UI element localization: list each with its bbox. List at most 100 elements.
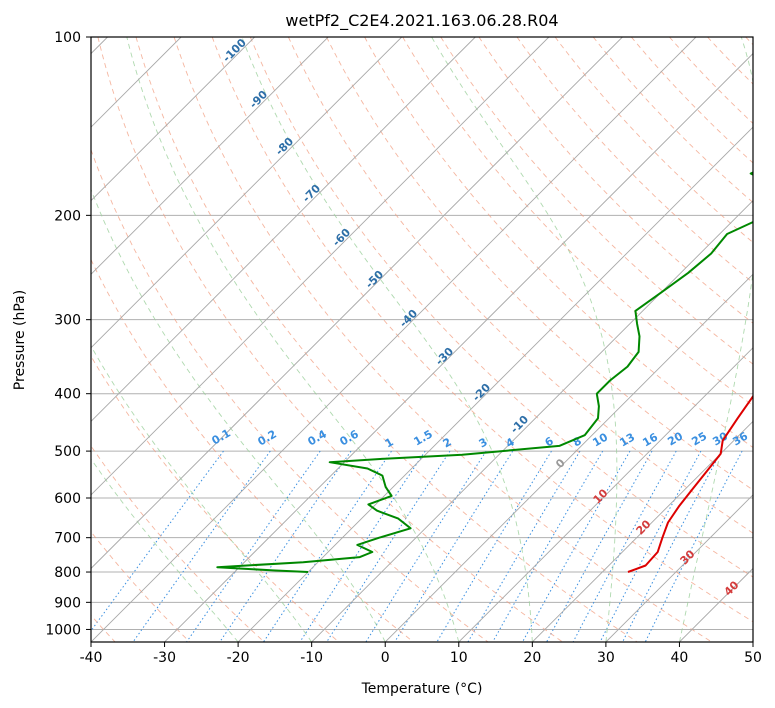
- profile-series: [216, 171, 753, 573]
- y-tick-label: 900: [54, 595, 81, 611]
- moist-adiabat-label: 0: [553, 456, 568, 471]
- mixing-ratio-line: [186, 450, 321, 642]
- dry-adiabat-line: [211, 37, 753, 623]
- x-tick-label: 10: [450, 650, 468, 666]
- isotherm-line: [384, 273, 753, 642]
- dry-adiabat-label: -100: [220, 36, 249, 65]
- dry-adiabat-label: -40: [397, 307, 420, 330]
- isotherm-line: [237, 126, 753, 642]
- isotherm-line: [91, 37, 623, 570]
- dry-adiabat-line: [440, 37, 753, 365]
- dry-adiabat-line: [91, 148, 489, 642]
- mixing-ratio-label: 36: [730, 429, 750, 448]
- x-tick-label: 40: [671, 650, 689, 666]
- mixing-ratio-line: [572, 450, 677, 642]
- x-tick-label: 20: [523, 650, 541, 666]
- mixing-ratio-label: 13: [617, 431, 637, 450]
- isotherm-line: [679, 567, 753, 642]
- dry-adiabat-line: [745, 37, 753, 46]
- moist-adiabat-line: [431, 37, 618, 642]
- dry-adiabat-label: -50: [363, 268, 386, 291]
- y-tick-label: 600: [54, 491, 81, 507]
- dry-adiabat-line: [592, 37, 753, 204]
- mixing-ratio-line: [622, 450, 722, 642]
- mixing-ratio-line: [365, 450, 487, 642]
- y-tick-label: 1000: [45, 622, 81, 638]
- x-axis-label: Temperature (°C): [361, 681, 483, 697]
- plot-frame: [90, 36, 754, 643]
- dry-adiabat-label: -20: [470, 381, 493, 404]
- x-tick-label: -10: [300, 650, 323, 666]
- dry-adiabat-line: [91, 355, 340, 642]
- x-tick-label: 30: [597, 650, 615, 666]
- dewpoint-profile-line: [216, 171, 753, 573]
- mixing-ratio-line: [467, 450, 581, 642]
- isotherm-line: [311, 200, 753, 642]
- dry-adiabat-line: [135, 37, 638, 642]
- mixing-ratio-label: 0.4: [306, 427, 330, 448]
- dry-adiabat-line: [554, 37, 753, 244]
- y-tick-label: 500: [54, 444, 81, 460]
- moist-adiabat-line: [241, 37, 533, 642]
- isobar-grid: [91, 37, 753, 630]
- isotherm-line: [91, 37, 403, 349]
- mixing-ratio-line: [263, 450, 392, 642]
- mixing-ratio-label: 3: [477, 435, 490, 450]
- dry-adiabat-line: [91, 445, 265, 642]
- isotherm-line: [91, 37, 550, 496]
- dry-adiabat-label: -10: [508, 413, 531, 436]
- mixing-ratio-line: [492, 450, 604, 642]
- isotherm-line: [91, 37, 329, 275]
- mixing-ratio-lines: [91, 450, 743, 642]
- moist-adiabat-label: 40: [722, 578, 742, 598]
- mixing-ratio-line: [394, 450, 514, 642]
- dry-adiabats: [91, 37, 753, 642]
- mixing-ratio-label: 10: [590, 430, 610, 449]
- mixing-ratio-line: [436, 450, 552, 642]
- dry-adiabat-line: [249, 37, 753, 578]
- y-tick-label: 800: [54, 565, 81, 581]
- mixing-ratio-line: [219, 450, 352, 642]
- dry-adiabat-label: -90: [247, 88, 270, 111]
- moist-adiabat-line: [91, 188, 386, 642]
- dry-adiabat-line: [364, 37, 753, 448]
- moist-adiabat-line: [752, 640, 753, 642]
- isotherm-line: [752, 641, 753, 642]
- dry-adiabat-line: [478, 37, 753, 324]
- dry-adiabat-line: [402, 37, 753, 407]
- y-axis-ticks: 100 200 300 400 500 600 700 800 900 1000: [45, 30, 91, 638]
- mixing-ratio-line: [522, 450, 631, 642]
- dry-adiabat-label: -80: [273, 135, 296, 158]
- chart-title: wetPf2_C2E4.2021.163.06.28.R04: [285, 11, 558, 31]
- mixing-ratio-label: 0.2: [256, 427, 279, 448]
- mixing-ratio-label: 25: [689, 430, 709, 449]
- mixing-ratio-line: [546, 450, 653, 642]
- dry-adiabat-label: -30: [433, 345, 456, 368]
- y-tick-label: 100: [54, 30, 81, 46]
- x-tick-label: -30: [153, 650, 176, 666]
- isotherm-line: [91, 37, 697, 642]
- dry-adiabat-line: [516, 37, 753, 284]
- y-tick-label: 200: [54, 208, 81, 224]
- mixing-ratio-line: [326, 450, 451, 642]
- isotherm-line: [91, 37, 476, 422]
- dry-adiabat-line: [91, 258, 414, 642]
- mixing-ratio-label: 1.5: [412, 427, 435, 448]
- y-tick-label: 300: [54, 313, 81, 329]
- isotherm-line: [91, 37, 255, 202]
- mixing-ratio-line: [599, 450, 702, 642]
- dry-adiabat-line: [630, 37, 753, 164]
- moist-adiabat-label: 20: [634, 517, 654, 537]
- moist-adiabat-line: [91, 458, 239, 642]
- y-axis-label: Pressure (hPa): [12, 290, 28, 390]
- mixing-ratio-label: 2: [441, 435, 454, 450]
- isotherm-line: [458, 347, 753, 642]
- isotherm-line: [164, 52, 753, 642]
- dry-adiabat-line: [97, 37, 563, 642]
- isotherm-line: [605, 494, 753, 642]
- dry-adiabat-line: [91, 531, 191, 642]
- moist-adiabat-label: 30: [678, 547, 698, 567]
- plot-area: -100-90-80-70-60-50-40-30-20-100.1 0.2 0.4…: [91, 36, 753, 642]
- x-tick-label: 50: [744, 650, 762, 666]
